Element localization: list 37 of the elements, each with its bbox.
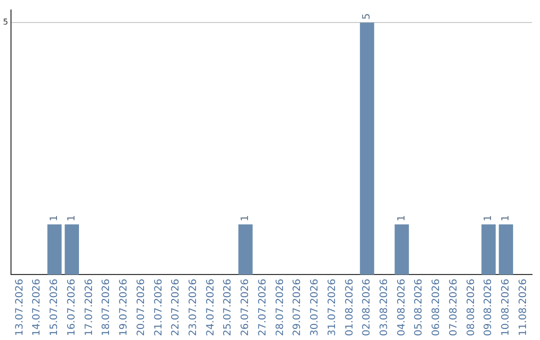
x-tick-label: 16.07.2026 [66,278,78,336]
data-label: 1 [240,214,252,222]
x-tick-label: 03.08.2026 [379,278,390,336]
data-label: 1 [483,214,494,222]
x-tick-label: 22.07.2026 [170,278,182,336]
data-label: 5 [362,13,373,20]
x-tick-label: 29.07.2026 [292,278,304,336]
x-tick-label: 01.08.2026 [344,278,356,336]
x-tick-label: 21.07.2026 [153,278,164,336]
x-tick-label: 19.07.2026 [118,278,130,336]
x-tick-label: 08.08.2026 [466,278,477,336]
x-tick-label: 27.07.2026 [257,278,268,336]
x-tick-label: 14.07.2026 [32,278,43,336]
x-tick-label: 18.07.2026 [101,278,112,336]
data-label: 1 [500,214,512,222]
x-tick-label: 05.08.2026 [414,278,425,336]
data-label: 1 [49,214,60,222]
x-tick-label: 25.07.2026 [222,278,234,336]
x-tick-label: 13.07.2026 [14,278,26,336]
x-tick-label: 31.07.2026 [326,278,338,336]
x-tick-label: 07.08.2026 [448,278,460,336]
data-label: 1 [66,214,78,222]
x-tick-label: 24.07.2026 [205,278,216,336]
data-label: 1 [396,214,408,222]
x-tick-label: 26.07.2026 [240,278,252,336]
x-tick-label: 30.07.2026 [310,278,321,336]
x-tick-label: 20.07.2026 [136,278,147,336]
x-tick-label: 06.08.2026 [431,278,442,336]
x-tick-label: 17.07.2026 [84,278,95,336]
x-tick-label: 02.08.2026 [362,278,373,336]
x-tick-label: 04.08.2026 [396,278,408,336]
x-tick-label: 10.08.2026 [500,278,512,336]
x-tick-label: 15.07.2026 [49,278,60,336]
x-tick-label: 09.08.2026 [483,278,494,336]
x-tick-label: 28.07.2026 [274,278,286,336]
x-tick-label: 23.07.2026 [188,278,199,336]
x-tick-label: 11.08.2026 [518,278,529,336]
